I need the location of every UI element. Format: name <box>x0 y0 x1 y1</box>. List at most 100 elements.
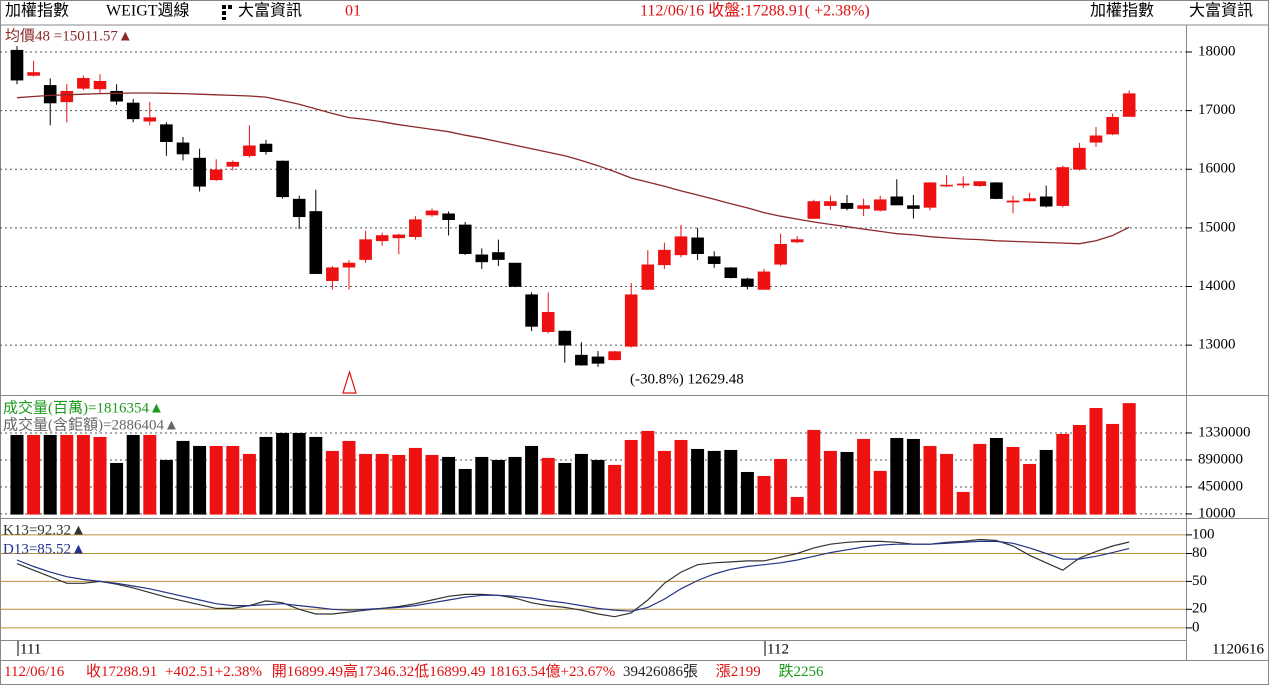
candle-body <box>840 202 854 209</box>
volume-bar <box>790 496 804 515</box>
x-tick-label: 111 <box>20 641 41 657</box>
y-tick-label: 80 <box>1192 545 1207 561</box>
volume-bar <box>591 459 605 515</box>
candle-body <box>807 201 821 219</box>
candle-body <box>458 224 472 254</box>
candle-body <box>541 312 555 332</box>
header-text: 01 <box>345 3 361 20</box>
volume-bar <box>458 468 472 515</box>
volume-bar <box>1056 433 1070 515</box>
candle-body <box>1122 93 1136 117</box>
candle-body <box>757 271 771 290</box>
volume-bar <box>691 448 705 515</box>
y-tick-label: 10000 <box>1198 505 1236 521</box>
footer-text: +402.51+2.38% <box>165 664 262 680</box>
volume-bar <box>1122 403 1136 515</box>
volume-bar <box>940 453 954 515</box>
candle-body <box>209 169 223 181</box>
volume-bar <box>159 459 173 515</box>
volume-bar <box>740 471 754 515</box>
volume-bar <box>475 456 489 515</box>
candle-body <box>741 278 754 287</box>
kd-line <box>16 540 1130 612</box>
volume-bar <box>209 445 223 515</box>
volume-bar <box>259 436 273 515</box>
volume-bar <box>641 430 655 515</box>
volume-bar <box>1089 407 1103 515</box>
volume-bar <box>525 445 539 515</box>
volume-bar <box>60 434 74 515</box>
moving-average <box>16 92 1130 245</box>
volume-bar <box>1006 446 1020 515</box>
candle-body <box>292 198 306 218</box>
candle-body <box>674 236 688 256</box>
volume-bar <box>193 445 207 515</box>
y-tick-label: 0 <box>1192 619 1200 635</box>
candle-body <box>27 72 40 76</box>
candle-body <box>392 234 406 239</box>
volume-bar <box>442 456 456 515</box>
volume-bar <box>126 434 140 515</box>
candle-body <box>243 145 256 157</box>
volume-bar <box>10 434 24 515</box>
header-text: 加權指數 <box>1090 2 1154 20</box>
volume-bar <box>1072 424 1086 515</box>
candle-body <box>624 294 638 347</box>
candle-body <box>1089 135 1103 143</box>
candle-body <box>143 117 157 122</box>
volume-bar <box>873 470 887 515</box>
x-end-label: 1120616 <box>1212 641 1264 657</box>
y-tick-label: 16000 <box>1198 161 1236 177</box>
volume-bar <box>110 462 124 515</box>
candle-body <box>608 351 621 361</box>
volume-bar <box>757 475 771 515</box>
candle-body <box>43 85 57 104</box>
volume-bar <box>774 458 788 515</box>
volume-bar <box>890 437 904 515</box>
footer-text: 收17288.91 <box>86 663 157 680</box>
volume-bar <box>840 451 854 515</box>
candle-body <box>126 102 140 120</box>
candle-body <box>990 182 1003 199</box>
volume-bar <box>143 434 157 515</box>
header-text: 大富資訊 <box>1189 2 1253 20</box>
candle-body <box>342 262 356 268</box>
volume-bar <box>1106 423 1120 515</box>
candle-body <box>973 181 987 186</box>
y-tick-label: 50 <box>1192 573 1207 589</box>
candle-body <box>10 49 24 81</box>
volume-bar <box>375 453 389 515</box>
volume-bar <box>425 454 439 515</box>
volume-bar <box>359 453 373 515</box>
candle-body <box>707 256 721 264</box>
candle-body <box>1056 167 1070 206</box>
header-text: WEIGT週線 <box>106 2 190 20</box>
volume-bar <box>392 454 406 515</box>
candle-body <box>193 157 206 187</box>
candle-body <box>857 205 870 209</box>
candle-body <box>774 244 787 265</box>
y-tick-label: 17000 <box>1198 102 1236 118</box>
volume-bar <box>923 445 937 515</box>
legend-label: 成交量(百萬)=1816354▲ <box>3 398 164 416</box>
candle-body <box>359 239 372 260</box>
candle-body <box>1106 116 1119 135</box>
candle-body <box>1073 147 1086 170</box>
candle-body <box>259 143 273 152</box>
footer-text: 開16899.49高17346.32低16899.49 <box>272 663 486 680</box>
volume-bar <box>624 439 638 515</box>
volume-bar <box>76 434 90 515</box>
candle-body <box>409 219 422 237</box>
candle-body <box>160 124 173 142</box>
volume-bar <box>242 453 256 515</box>
volume-bar <box>608 464 622 515</box>
candle-body <box>558 330 572 346</box>
y-tick-label: 20 <box>1192 601 1207 617</box>
candle-body <box>176 142 190 155</box>
candle-body <box>425 210 439 216</box>
volume-bar <box>674 439 688 515</box>
y-tick-label: 100 <box>1192 526 1215 542</box>
footer-text: 跌2256 <box>778 663 824 680</box>
